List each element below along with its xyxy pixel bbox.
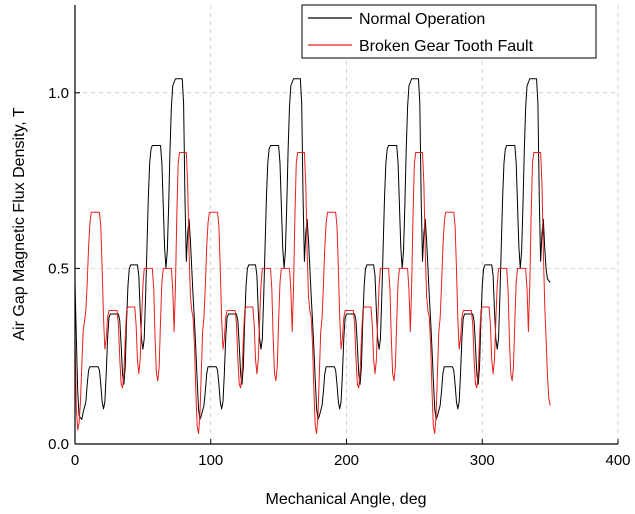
grid-lines bbox=[75, 5, 619, 444]
legend: Normal Operation Broken Gear Tooth Fault bbox=[301, 4, 597, 59]
tick-labels: 0 100 200 300 400 0.0 0.5 1.0 bbox=[48, 85, 630, 469]
series-line-broken-gear-tooth-fault bbox=[74, 152, 551, 434]
x-axis-label: Mechanical Angle, deg bbox=[266, 491, 427, 508]
series-lines bbox=[74, 78, 551, 434]
legend-box bbox=[301, 4, 597, 59]
series-line-normal-operation bbox=[74, 78, 551, 420]
x-tick-label: 100 bbox=[198, 452, 223, 469]
x-tick-label: 0 bbox=[71, 452, 79, 469]
y-tick-label: 1.0 bbox=[48, 85, 69, 102]
legend-label-broken-gear-tooth-fault: Broken Gear Tooth Fault bbox=[359, 38, 534, 55]
x-tick-label: 300 bbox=[470, 452, 495, 469]
y-axis-label: Air Gap Magnetic Flux Density, T bbox=[11, 107, 28, 340]
legend-label-normal-operation: Normal Operation bbox=[359, 11, 485, 28]
y-tick-label: 0.5 bbox=[48, 260, 69, 277]
y-tick-label: 0.0 bbox=[48, 436, 69, 453]
x-tick-label: 200 bbox=[334, 452, 359, 469]
x-tick-label: 400 bbox=[605, 452, 630, 469]
